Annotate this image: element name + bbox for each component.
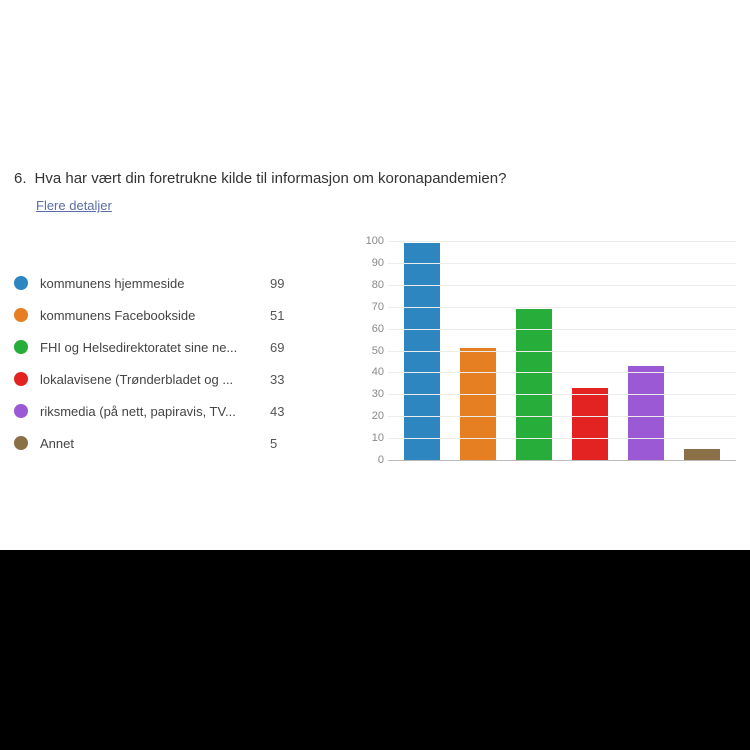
legend-value: 51 bbox=[270, 308, 310, 323]
legend-swatch bbox=[14, 404, 28, 418]
y-axis-tick-label: 70 bbox=[358, 301, 384, 313]
grid-line bbox=[388, 329, 736, 330]
results-content: kommunens hjemmeside99kommunens Facebook… bbox=[14, 237, 736, 473]
question-header: 6. Hva har vært din foretrukne kilde til… bbox=[14, 170, 736, 187]
legend-value: 43 bbox=[270, 404, 310, 419]
grid-line bbox=[388, 438, 736, 439]
grid-line bbox=[388, 372, 736, 373]
legend-swatch bbox=[14, 436, 28, 450]
legend-value: 33 bbox=[270, 372, 310, 387]
chart-plot-area: 0102030405060708090100 bbox=[388, 241, 736, 461]
legend-item: kommunens Facebookside51 bbox=[14, 299, 344, 331]
y-axis-tick-label: 60 bbox=[358, 323, 384, 335]
question-number: 6. bbox=[14, 170, 27, 187]
grid-line bbox=[388, 351, 736, 352]
legend-label: lokalavisene (Trønderbladet og ... bbox=[40, 372, 270, 387]
y-axis-tick-label: 10 bbox=[358, 432, 384, 444]
legend-value: 5 bbox=[270, 436, 310, 451]
legend-label: kommunens hjemmeside bbox=[40, 276, 270, 291]
y-axis-tick-label: 30 bbox=[358, 388, 384, 400]
legend-item: Annet5 bbox=[14, 427, 344, 459]
legend-swatch bbox=[14, 340, 28, 354]
legend-swatch bbox=[14, 372, 28, 386]
legend-swatch bbox=[14, 308, 28, 322]
y-axis-tick-label: 80 bbox=[358, 279, 384, 291]
y-axis-tick-label: 0 bbox=[358, 454, 384, 466]
page-background-fill bbox=[0, 550, 750, 750]
legend-item: lokalavisene (Trønderbladet og ...33 bbox=[14, 363, 344, 395]
legend-item: FHI og Helsedirektoratet sine ne...69 bbox=[14, 331, 344, 363]
grid-line bbox=[388, 241, 736, 242]
question-title: Hva har vært din foretrukne kilde til in… bbox=[35, 170, 507, 187]
legend-label: FHI og Helsedirektoratet sine ne... bbox=[40, 340, 270, 355]
legend-value: 69 bbox=[270, 340, 310, 355]
y-axis-tick-label: 40 bbox=[358, 366, 384, 378]
grid-line bbox=[388, 285, 736, 286]
bar bbox=[684, 449, 721, 460]
grid-line bbox=[388, 416, 736, 417]
legend-swatch bbox=[14, 276, 28, 290]
y-axis-tick-label: 50 bbox=[358, 345, 384, 357]
bar bbox=[460, 348, 497, 460]
grid-line bbox=[388, 307, 736, 308]
grid-line bbox=[388, 394, 736, 395]
bar-chart: 0 10 20 30 40 50 60 70 80 90 100 bbox=[354, 237, 736, 473]
legend-item: kommunens hjemmeside99 bbox=[14, 267, 344, 299]
survey-question-block: 6. Hva har vært din foretrukne kilde til… bbox=[0, 0, 750, 473]
legend-label: riksmedia (på nett, papiravis, TV... bbox=[40, 404, 270, 419]
bar bbox=[628, 366, 665, 460]
grid-line bbox=[388, 263, 736, 264]
legend-item: riksmedia (på nett, papiravis, TV...43 bbox=[14, 395, 344, 427]
y-axis-tick-label: 90 bbox=[358, 257, 384, 269]
y-axis-tick-label: 100 bbox=[358, 235, 384, 247]
legend-value: 99 bbox=[270, 276, 310, 291]
details-link[interactable]: Flere detaljer bbox=[36, 198, 112, 213]
bar bbox=[404, 243, 441, 460]
y-axis-tick-label: 20 bbox=[358, 410, 384, 422]
legend-label: kommunens Facebookside bbox=[40, 308, 270, 323]
bar bbox=[572, 388, 609, 460]
legend-label: Annet bbox=[40, 436, 270, 451]
legend: kommunens hjemmeside99kommunens Facebook… bbox=[14, 237, 344, 459]
